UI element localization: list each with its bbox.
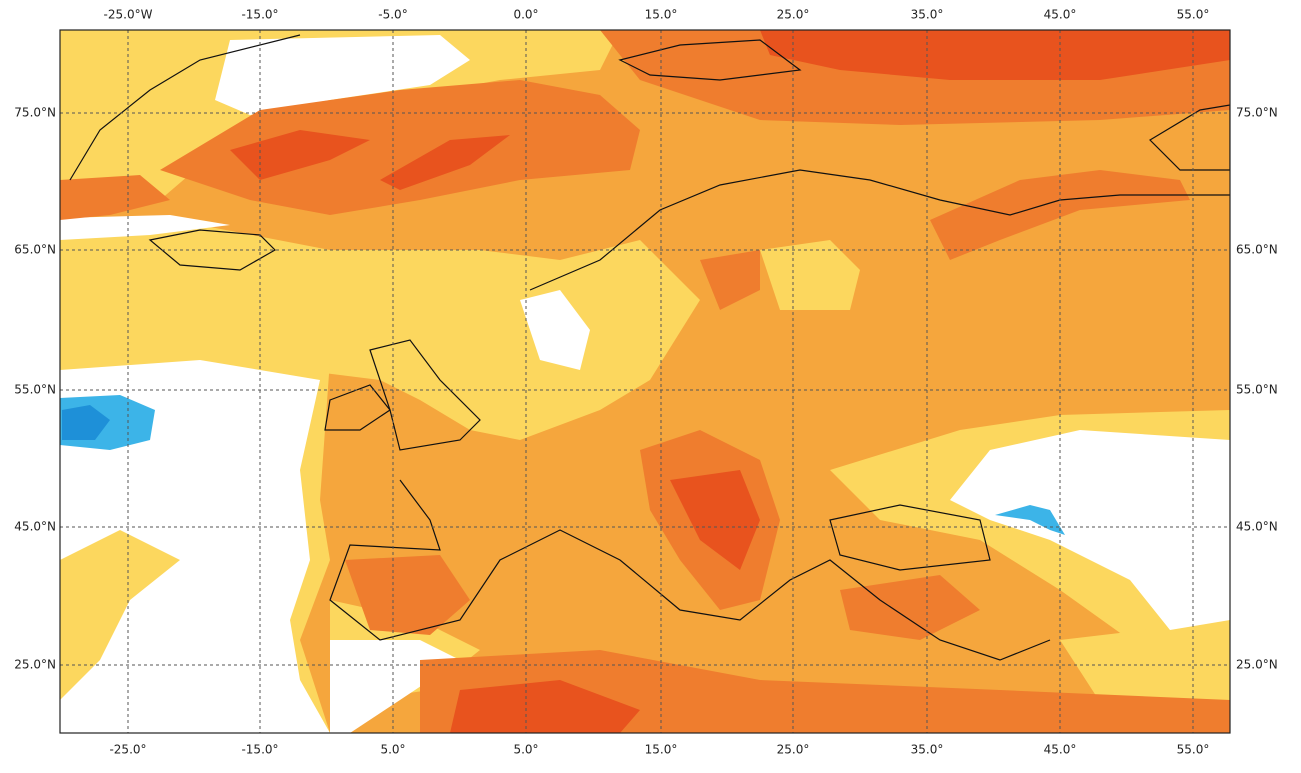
- top-label: 45.0°: [1044, 8, 1077, 22]
- map-frame: [59, 29, 1231, 734]
- coastline: [324, 384, 391, 431]
- top-label: 25.0°: [777, 8, 810, 22]
- white-zone: [520, 290, 590, 370]
- coastline: [529, 169, 1230, 291]
- coastline: [148, 229, 276, 271]
- bottom-label: 15.0°: [645, 743, 678, 757]
- bottom-label: 5.0°: [380, 743, 405, 757]
- dark-orange-zone: [840, 575, 980, 640]
- left-label: 25.0°N: [14, 658, 56, 672]
- graticule: [60, 30, 1230, 733]
- blue-zone: [62, 405, 110, 440]
- bottom-label: 45.0°: [1044, 743, 1077, 757]
- red-zone: [450, 680, 640, 733]
- left-label: 45.0°N: [14, 520, 56, 534]
- right-label: 55.0°N: [1236, 383, 1278, 397]
- white-zone: [60, 215, 230, 240]
- dark-orange-zone: [700, 250, 760, 310]
- red-zone: [380, 135, 510, 190]
- white-zone: [215, 35, 470, 115]
- coastline: [69, 34, 301, 181]
- red-zone: [760, 30, 1230, 80]
- left-label: 55.0°N: [14, 383, 56, 397]
- left-label: 65.0°N: [14, 243, 56, 257]
- yellow-zone: [60, 225, 700, 440]
- bottom-label: 25.0°: [777, 743, 810, 757]
- coastline: [618, 39, 802, 81]
- bottom-label: 5.0°: [513, 743, 538, 757]
- bottom-label: 55.0°: [1177, 743, 1210, 757]
- axis-labels: -25.0°W -15.0° -5.0° 0.0° 15.0° 25.0° 35.0° 45.…: [14, 8, 1277, 757]
- anomaly-field: [60, 30, 1230, 733]
- top-label: -25.0°W: [104, 8, 153, 22]
- top-label: 0.0°: [513, 8, 538, 22]
- dark-orange-zone: [930, 170, 1190, 260]
- coastline: [829, 504, 991, 571]
- right-label: 65.0°N: [1236, 243, 1278, 257]
- bottom-label: 35.0°: [911, 743, 944, 757]
- white-zone: [950, 430, 1230, 630]
- right-label: 45.0°N: [1236, 520, 1278, 534]
- blue-zone: [995, 505, 1065, 535]
- red-zone: [230, 130, 370, 180]
- yellow-zone: [60, 30, 620, 215]
- coastline: [369, 339, 481, 451]
- bottom-label: -15.0°: [241, 743, 278, 757]
- yellow-zone: [760, 240, 860, 310]
- red-zone: [670, 470, 760, 570]
- dark-orange-zone: [160, 80, 640, 215]
- dark-orange-zone: [60, 175, 170, 220]
- dark-orange-zone: [345, 555, 470, 635]
- top-label: -5.0°: [378, 8, 407, 22]
- white-zone: [60, 360, 330, 733]
- left-label: 75.0°N: [14, 106, 56, 120]
- top-label: 35.0°: [911, 8, 944, 22]
- parallel-lines: [60, 112, 1230, 666]
- coastline: [1149, 104, 1230, 171]
- top-label: 15.0°: [645, 8, 678, 22]
- top-label: -15.0°: [241, 8, 278, 22]
- bottom-label: -25.0°: [109, 743, 146, 757]
- right-label: 25.0°N: [1236, 658, 1278, 672]
- coastline: [329, 479, 1051, 661]
- right-label: 75.0°N: [1236, 106, 1278, 120]
- top-label: 55.0°: [1177, 8, 1210, 22]
